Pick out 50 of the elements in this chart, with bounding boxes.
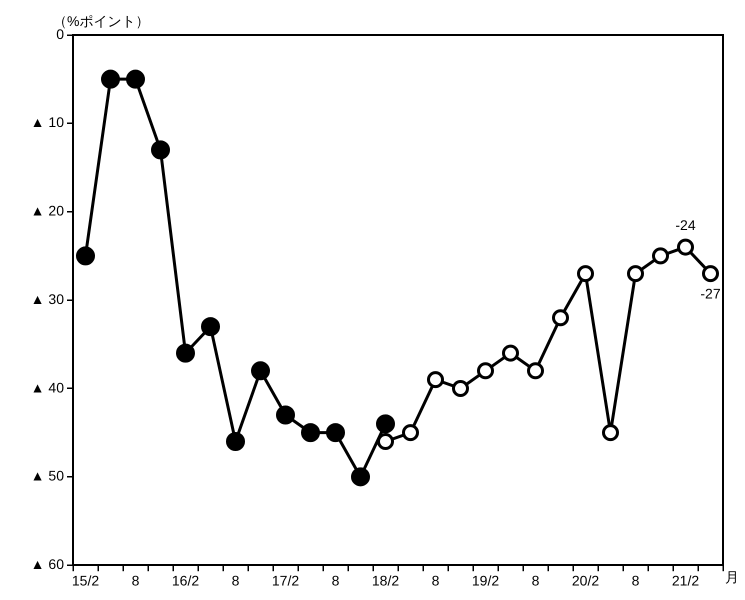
- x-tick-label: 8: [132, 572, 140, 588]
- x-tick-label: 21/2: [672, 572, 700, 588]
- x-tick-label: 8: [632, 572, 640, 588]
- point: [652, 247, 669, 264]
- y-tick-label: ▲ 20: [30, 202, 64, 219]
- point: [427, 371, 444, 388]
- point: [452, 380, 469, 397]
- x-tick-label: 18/2: [372, 572, 400, 588]
- x-tick-label: 20/2: [572, 572, 600, 588]
- point: [602, 424, 619, 442]
- x-tick-label: 8: [332, 572, 340, 588]
- point: [402, 424, 419, 442]
- point: [301, 423, 320, 442]
- point: [151, 140, 170, 160]
- point: [377, 432, 394, 450]
- point: [577, 265, 594, 282]
- point: [552, 309, 569, 326]
- point: [126, 70, 145, 89]
- x-tick-label: 17/2: [272, 572, 300, 588]
- point: [101, 70, 120, 89]
- x-axis-title: 月: [725, 569, 739, 586]
- point: [702, 265, 719, 282]
- point: [502, 344, 519, 362]
- data-label: -27: [700, 285, 721, 302]
- y-tick-label: ▲ 60: [30, 556, 64, 572]
- data-label: -24: [675, 216, 696, 233]
- point: [351, 467, 370, 486]
- x-tick-label: 15/2: [72, 572, 100, 588]
- x-tick-label: 8: [232, 572, 240, 588]
- point: [677, 238, 694, 256]
- y-axis-title: （%ポイント）: [53, 12, 150, 29]
- x-tick-label: 19/2: [472, 572, 500, 588]
- point: [76, 246, 95, 266]
- point: [477, 362, 494, 380]
- y-tick-label: ▲ 40: [30, 379, 64, 396]
- point: [326, 423, 345, 442]
- point: [376, 414, 395, 434]
- y-tick-label: ▲ 30: [30, 290, 64, 307]
- x-tick-label: 16/2: [172, 572, 200, 588]
- point: [251, 361, 270, 380]
- point: [176, 344, 195, 363]
- point: [276, 405, 295, 424]
- point: [627, 265, 644, 282]
- x-tick-label: 8: [432, 572, 440, 588]
- y-tick-label: ▲ 10: [30, 114, 64, 130]
- y-tick-label: ▲ 50: [30, 468, 64, 484]
- point: [201, 317, 220, 336]
- point: [226, 432, 245, 451]
- x-tick-label: 8: [532, 572, 540, 588]
- point: [527, 362, 544, 380]
